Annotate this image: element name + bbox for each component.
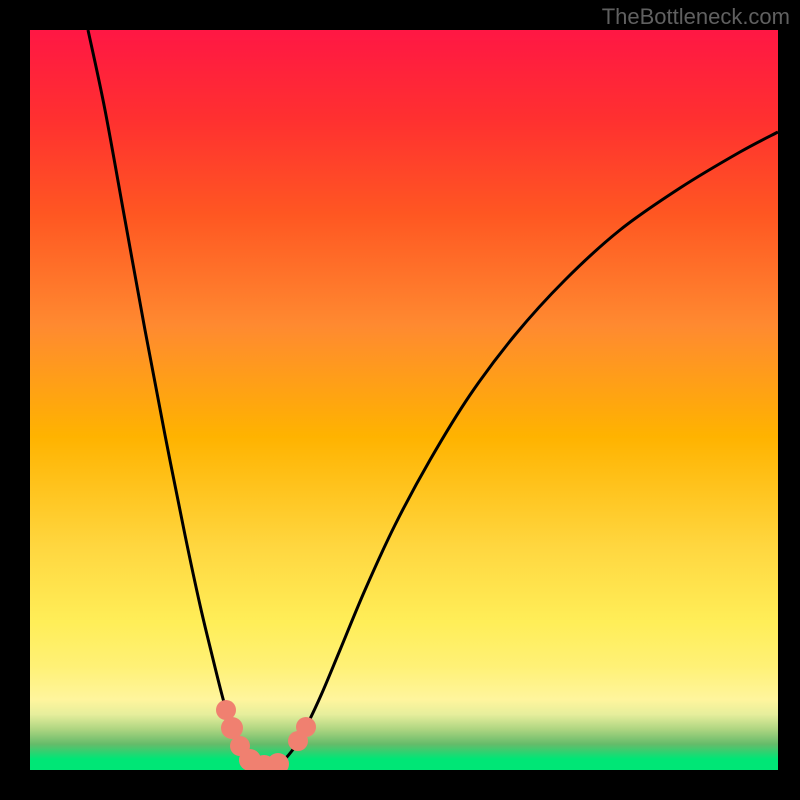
marker-point <box>296 717 316 737</box>
marker-point <box>216 700 236 720</box>
marker-point <box>221 717 243 739</box>
plot-area <box>30 30 778 770</box>
bottleneck-curve <box>88 30 778 768</box>
watermark-text: TheBottleneck.com <box>602 4 790 30</box>
curve-svg <box>30 30 778 770</box>
chart-container: TheBottleneck.com <box>0 0 800 800</box>
marker-point <box>267 753 289 770</box>
